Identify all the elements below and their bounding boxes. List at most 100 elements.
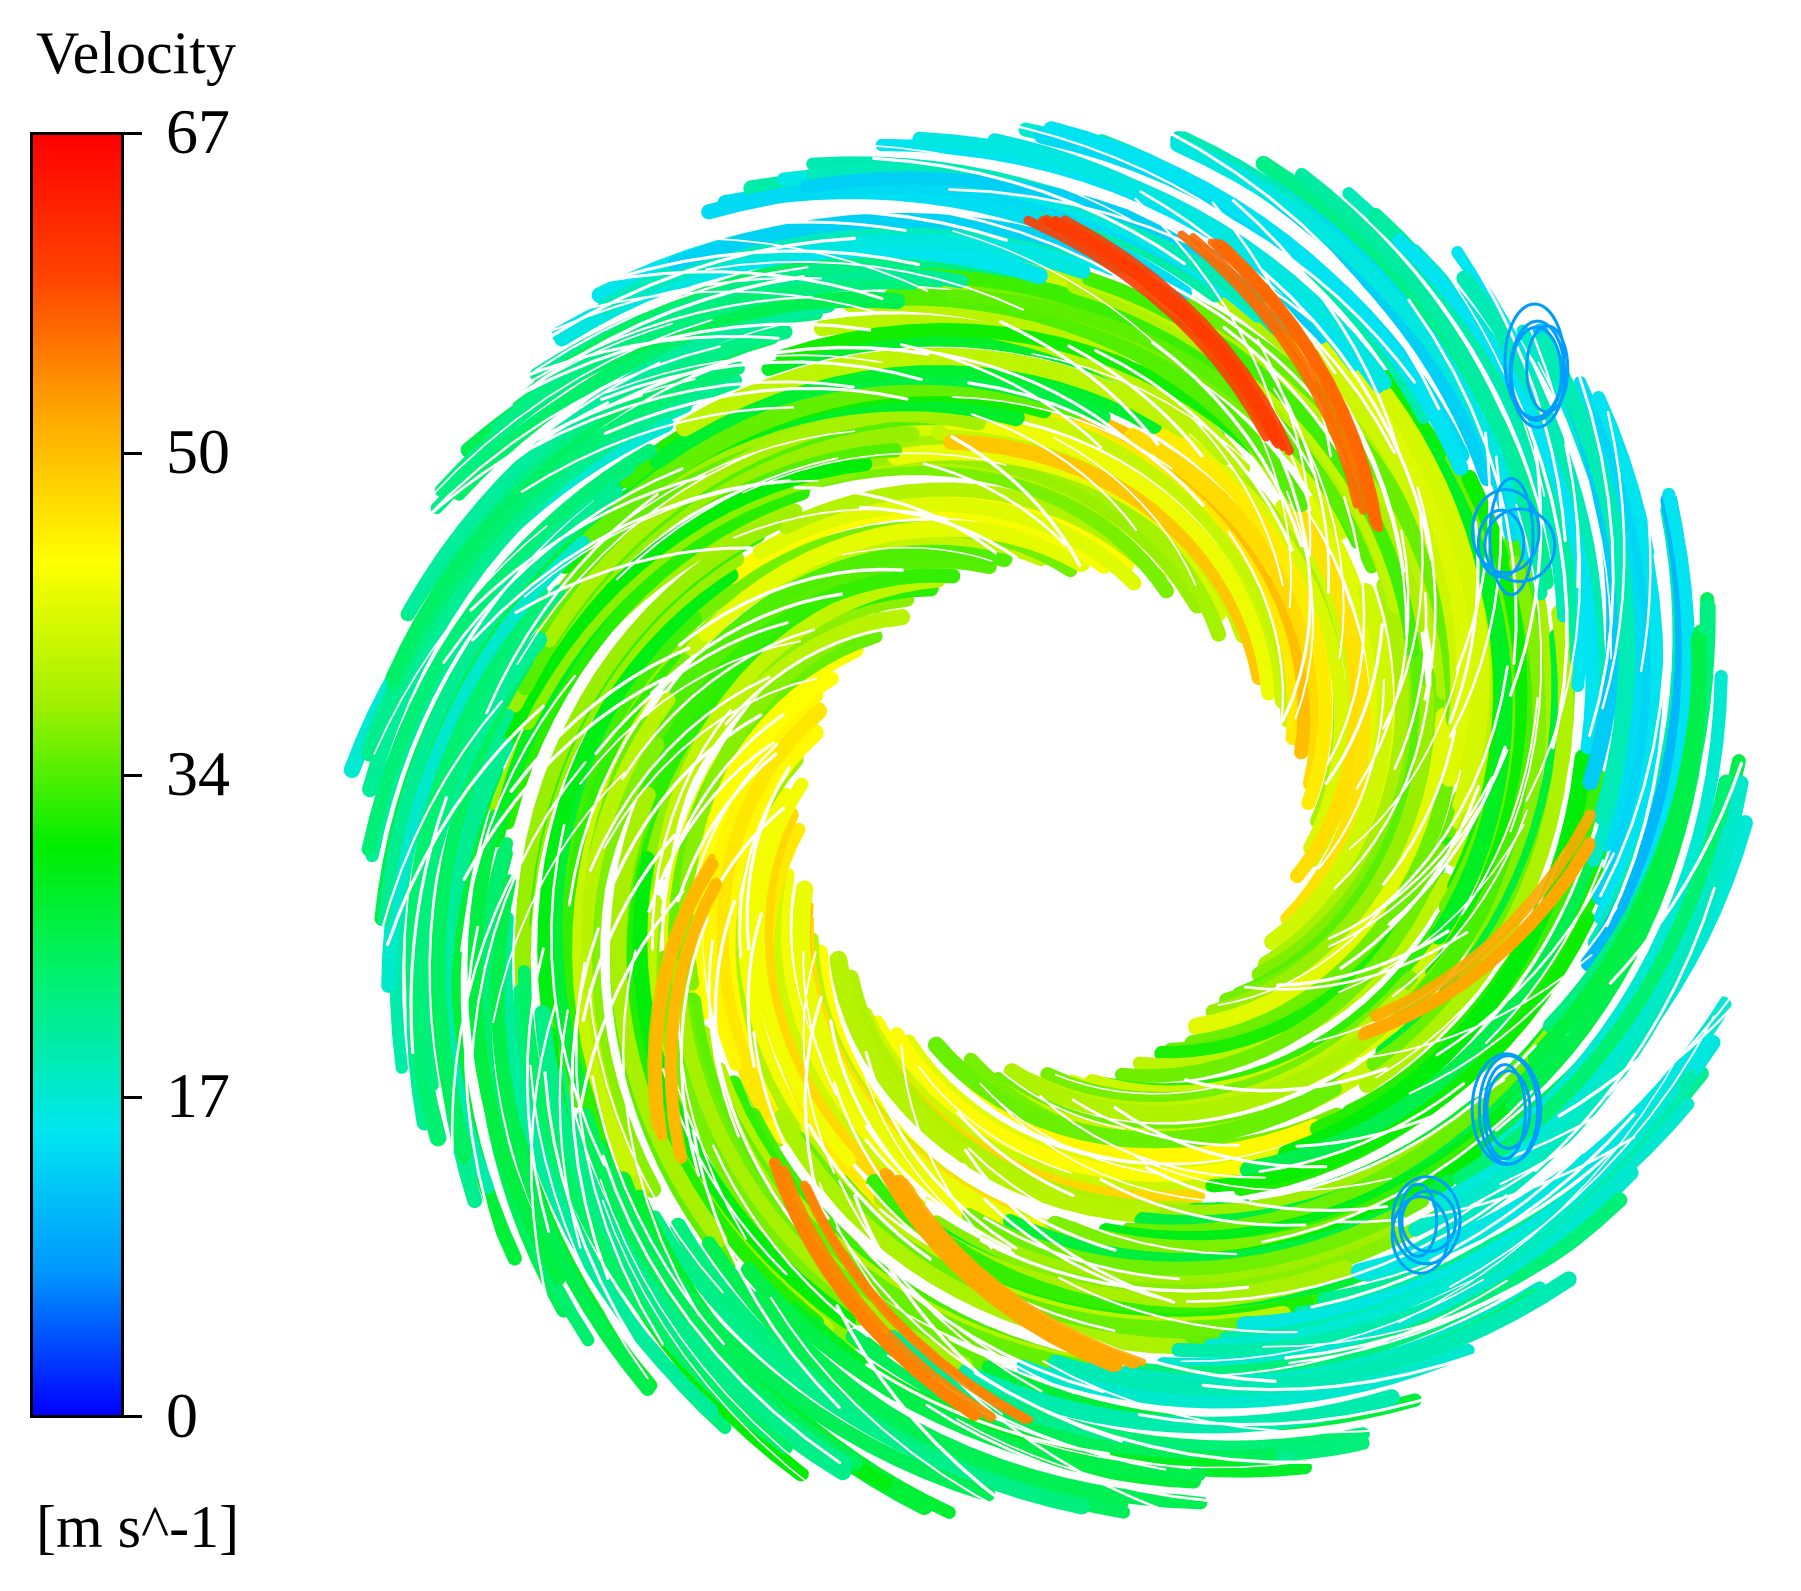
streamline: [648, 1210, 1040, 1501]
streamline-gap: [746, 912, 763, 1068]
legend-tick-67: [124, 132, 142, 135]
streamline: [1350, 1028, 1713, 1280]
streamline-gap: [393, 378, 696, 549]
streamline-gap: [1393, 592, 1428, 771]
streamline: [792, 880, 1045, 1238]
streamline-gap: [577, 290, 878, 314]
streamline-gap: [525, 947, 551, 1234]
streamline-gap: [803, 995, 827, 1223]
streamline-gap: [865, 1363, 1111, 1456]
legend-label-67: 67: [166, 96, 230, 167]
legend-tick-34: [124, 774, 142, 777]
streamline-gap: [1055, 1073, 1225, 1095]
streamline-gap: [707, 939, 740, 1138]
high-velocity-streak: [779, 1165, 997, 1423]
high-velocity-streak: [1369, 809, 1596, 1022]
streamline-gap: [1133, 267, 1325, 410]
streamline-gap: [570, 927, 610, 1280]
vortex-loop: [1488, 476, 1535, 597]
streamline-gap: [601, 1199, 820, 1492]
streamline-gap: [952, 230, 1166, 354]
streamline-gap: [1601, 410, 1626, 710]
streamline-gap: [1460, 697, 1539, 916]
streamline-gap: [529, 1064, 649, 1380]
streamline-gap: [1217, 911, 1380, 1006]
streamline-gap: [983, 1216, 1180, 1281]
streamline-gap: [1272, 387, 1345, 660]
streamline-gap: [1392, 809, 1529, 998]
streamline-gap: [745, 766, 791, 951]
streamline-gap: [922, 462, 1067, 547]
streamline: [870, 1015, 1227, 1188]
streamline-gap: [864, 1138, 1015, 1256]
streamline-gap: [388, 345, 721, 560]
streamline-gap: [1608, 761, 1744, 985]
streamline-gap: [485, 275, 805, 424]
streamline-gap: [1261, 269, 1434, 562]
streamline: [467, 809, 566, 1286]
streamline-gap: [1134, 197, 1280, 426]
high-velocity-streak: [1210, 238, 1380, 528]
vortex-loop: [1470, 488, 1541, 575]
streamline-gap: [1285, 490, 1315, 719]
streamline-gap: [679, 916, 710, 1177]
streamline-gap: [705, 260, 1024, 311]
streamline-gap: [469, 761, 587, 1078]
streamline-gap: [979, 1082, 1167, 1176]
streamline: [490, 255, 1017, 436]
streamline-gap: [1192, 417, 1284, 587]
streamline-gap: [1317, 678, 1386, 870]
streamline-gap: [1276, 929, 1450, 987]
streamline: [927, 1036, 1342, 1149]
streamline-gap: [691, 1128, 841, 1409]
streamline-gap: [1630, 411, 1652, 673]
streamline-gap: [1382, 512, 1424, 730]
streamline-gap: [1460, 243, 1567, 543]
streamline: [1591, 391, 1665, 925]
legend-tick-50: [124, 452, 142, 455]
high-velocity-streak: [769, 1157, 979, 1421]
streamline-gap: [385, 704, 545, 947]
streamline-gap: [822, 1191, 969, 1313]
streamline: [490, 874, 655, 1396]
streamline-gap: [509, 646, 691, 793]
legend-tick-17: [124, 1096, 142, 1099]
streamline-gap: [581, 833, 676, 1022]
streamline-gap: [1039, 1095, 1267, 1179]
streamline-gap: [594, 621, 789, 756]
streamline: [381, 535, 590, 993]
streamline-gap: [1326, 496, 1366, 766]
streamline: [654, 573, 946, 880]
vortex-loop: [1397, 1182, 1439, 1258]
streamline-gap: [603, 677, 818, 849]
streamline-gap: [997, 1068, 1125, 1130]
streamline-gap: [999, 320, 1160, 446]
streamline-gap: [1537, 361, 1612, 660]
streamline-gap: [1328, 776, 1494, 940]
streamline-gap: [1042, 1360, 1400, 1434]
streamline-gap: [967, 1147, 1238, 1256]
legend-label-34: 34: [166, 738, 230, 809]
streamline-gap: [1261, 1090, 1534, 1244]
streamline-gap: [1449, 1015, 1715, 1288]
streamline-gap: [514, 546, 752, 615]
streamline: [496, 456, 873, 758]
streamline-gap: [967, 381, 1205, 508]
streamline: [1155, 1165, 1639, 1373]
streamline-gap: [979, 1238, 1250, 1293]
streamline-gap: [915, 348, 1130, 443]
streamline-gap: [1448, 520, 1480, 725]
streamline-gap: [1031, 352, 1272, 487]
streamline-gap: [1030, 1439, 1388, 1469]
streamline-gap: [462, 676, 667, 881]
streamline-gap: [1508, 445, 1543, 697]
streamline-gap: [733, 508, 947, 539]
streamline-gap: [1416, 486, 1437, 701]
streamline: [957, 1364, 1400, 1434]
streamline: [637, 568, 961, 800]
streamline: [773, 1109, 1189, 1355]
streamline: [1280, 509, 1371, 926]
streamline-gap: [1333, 682, 1432, 890]
high-velocity-streak: [900, 1178, 1147, 1367]
streamline-gap: [1371, 665, 1509, 917]
